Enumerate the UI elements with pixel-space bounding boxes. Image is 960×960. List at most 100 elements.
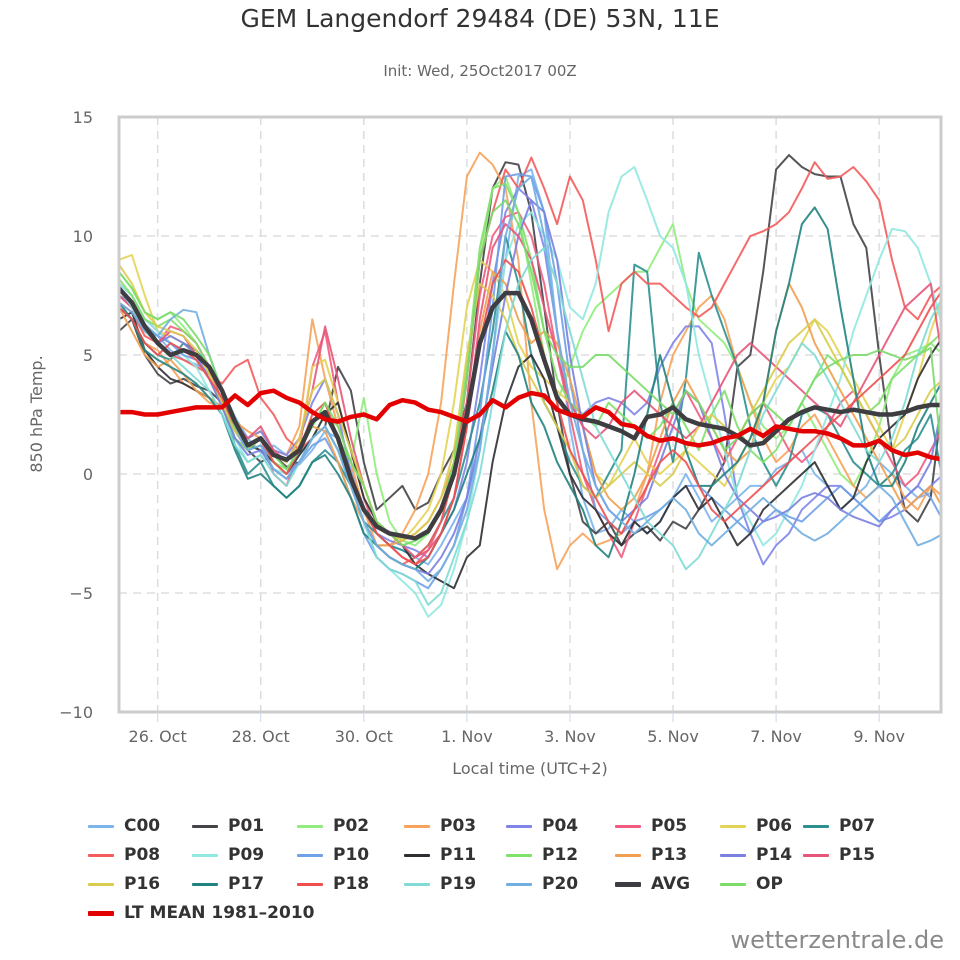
y-tick-label: 15 [73, 108, 93, 127]
chart-title: GEM Langendorf 29484 (DE) 53N, 11E [240, 4, 720, 33]
x-tick-label: 30. Oct [335, 727, 393, 746]
legend-swatch [88, 882, 114, 886]
legend-label: P13 [651, 845, 688, 865]
legend-label: P04 [542, 816, 579, 836]
series-line-avg[interactable] [119, 286, 957, 541]
legend-label: P19 [440, 874, 477, 894]
y-axis: 15 10 5 0 −5 −10 [59, 108, 93, 722]
legend-label: AVG [651, 874, 691, 894]
series-line-p13[interactable] [119, 270, 944, 547]
credit-text: wetterzentrale.de [730, 926, 944, 954]
legend-label: P17 [228, 874, 265, 894]
legend-swatch [88, 824, 114, 828]
legend-label: P14 [756, 845, 793, 865]
legend-item-avg[interactable]: AVG [615, 872, 690, 896]
legend-item-p13[interactable]: P13 [615, 843, 687, 867]
legend-item-c00[interactable]: C00 [88, 814, 160, 838]
legend-item-p10[interactable]: P10 [297, 843, 369, 867]
legend-swatch [803, 824, 829, 828]
legend-swatch [297, 882, 323, 886]
legend-item-p08[interactable]: P08 [88, 843, 160, 867]
legend-swatch [192, 824, 218, 828]
x-tick-label: 5. Nov [647, 727, 699, 746]
series-line-p14[interactable] [119, 199, 944, 575]
legend-swatch [192, 853, 218, 857]
y-tick-label: 5 [83, 346, 93, 365]
legend-swatch [404, 824, 430, 828]
legend-swatch [803, 853, 829, 857]
y-tick-label: −5 [69, 584, 93, 603]
series-line-p17[interactable] [119, 206, 957, 571]
legend-label: P08 [124, 845, 161, 865]
legend-swatch [192, 882, 218, 886]
y-tick-label: 10 [73, 227, 93, 246]
legend-item-p01[interactable]: P01 [192, 814, 264, 838]
legend-item-op[interactable]: OP [720, 872, 783, 896]
series-line-p11[interactable] [119, 311, 944, 590]
legend-item-p20[interactable]: P20 [506, 872, 578, 896]
legend-item-p03[interactable]: P03 [404, 814, 476, 838]
legend-swatch [88, 853, 114, 857]
series-line-p20[interactable] [119, 175, 944, 583]
legend-item-p16[interactable]: P16 [88, 872, 160, 896]
legend-item-p04[interactable]: P04 [506, 814, 578, 838]
x-tick-label: 7. Nov [750, 727, 802, 746]
legend-swatch [404, 853, 430, 857]
series-layer [119, 151, 957, 618]
legend-item-p02[interactable]: P02 [297, 814, 369, 838]
legend-item-p07[interactable]: P07 [803, 814, 875, 838]
legend-label: P03 [440, 816, 477, 836]
legend-swatch [720, 882, 746, 886]
chart-subtitle: Init: Wed, 25Oct2017 00Z [383, 62, 577, 80]
legend-swatch [297, 824, 323, 828]
legend-label: P02 [333, 816, 370, 836]
series-line-p04[interactable] [119, 187, 944, 566]
legend-swatch [615, 881, 641, 887]
legend-label: P01 [228, 816, 265, 836]
legend-item-p17[interactable]: P17 [192, 872, 264, 896]
legend-item-p12[interactable]: P12 [506, 843, 578, 867]
legend-item-p14[interactable]: P14 [720, 843, 792, 867]
series-line-p18[interactable] [119, 258, 944, 566]
legend-item-p15[interactable]: P15 [803, 843, 875, 867]
x-tick-label: 1. Nov [441, 727, 493, 746]
legend-swatch [88, 910, 114, 916]
legend-item-p19[interactable]: P19 [404, 872, 476, 896]
legend-label: P18 [333, 874, 370, 894]
legend-swatch [720, 853, 746, 857]
legend-swatch [506, 824, 532, 828]
legend-label: C00 [124, 816, 161, 836]
x-tick-label: 26. Oct [129, 727, 187, 746]
series-line-lt-mean-1981-2010[interactable] [119, 388, 944, 462]
legend-item-p11[interactable]: P11 [404, 843, 476, 867]
legend-label: OP [756, 874, 783, 894]
series-line-p08[interactable] [119, 156, 944, 566]
legend-label: LT MEAN 1981–2010 [124, 903, 315, 923]
legend-swatch [615, 853, 641, 857]
legend-swatch [297, 853, 323, 857]
plot-border [117, 115, 943, 714]
legend-swatch [720, 824, 746, 828]
legend-swatch [615, 824, 641, 828]
y-axis-label: 850 hPa Temp. [27, 355, 46, 472]
y-tick-label: 0 [83, 465, 93, 484]
legend-label: P05 [651, 816, 688, 836]
legend-label: P12 [542, 845, 579, 865]
legend-item-p18[interactable]: P18 [297, 872, 369, 896]
legend-item-lt-mean[interactable]: LT MEAN 1981–2010 [88, 901, 315, 925]
legend-label: P10 [333, 845, 370, 865]
y-tick-label: −10 [59, 703, 93, 722]
legend-item-p09[interactable]: P09 [192, 843, 264, 867]
legend-swatch [506, 882, 532, 886]
legend-label: P15 [839, 845, 876, 865]
x-tick-label: 9. Nov [853, 727, 905, 746]
series-line-p19[interactable] [119, 246, 957, 606]
legend-label: P07 [839, 816, 876, 836]
x-tick-label: 3. Nov [544, 727, 596, 746]
legend-label: P11 [440, 845, 477, 865]
legend-item-p06[interactable]: P06 [720, 814, 792, 838]
legend-item-p05[interactable]: P05 [615, 814, 687, 838]
legend-swatch [506, 853, 532, 857]
x-axis-label: Local time (UTC+2) [452, 759, 608, 778]
